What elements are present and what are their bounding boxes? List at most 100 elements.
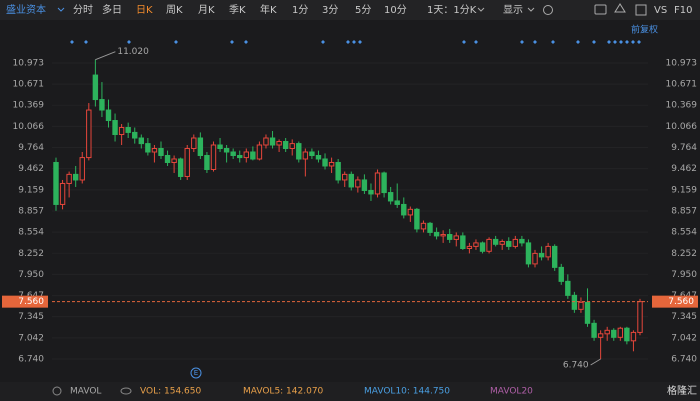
candle-body (545, 245, 551, 258)
candle-body (532, 252, 538, 265)
event-dot (637, 40, 641, 44)
candle-body (105, 109, 112, 122)
candle-body (558, 266, 564, 282)
candle-body (177, 158, 184, 177)
tab[interactable]: 3分 (322, 4, 338, 16)
event-dot (625, 40, 629, 44)
candle-body (368, 189, 374, 195)
candle-body (72, 173, 79, 181)
stock-name[interactable]: 盛业资本 (6, 3, 46, 16)
tab[interactable]: 季K (229, 4, 246, 16)
draw-icon[interactable] (614, 3, 626, 13)
camera-icon[interactable] (594, 4, 607, 15)
fullscreen-icon[interactable] (635, 4, 647, 16)
candle-body (191, 137, 197, 149)
y-tick-label: 7.950 (18, 270, 44, 280)
y-tick-label: 7.950 (671, 270, 697, 280)
candle-body (565, 280, 571, 296)
vs-button[interactable]: VS (654, 5, 667, 16)
candle-body (145, 143, 151, 153)
candle-body (538, 252, 545, 258)
tab[interactable]: 10分 (384, 4, 407, 16)
candle-body (210, 144, 217, 170)
indicator-name[interactable]: MAVOL (70, 387, 101, 397)
y-tick-label: 7.345 (671, 312, 697, 322)
dropdown-icon[interactable] (477, 7, 485, 12)
candle-body (591, 322, 597, 338)
y-tick-label: 9.764 (671, 143, 697, 153)
event-dot (230, 40, 234, 44)
watermark: 格隆汇 (667, 384, 697, 397)
event-dot (346, 40, 350, 44)
event-dot (352, 40, 356, 44)
candle-body (361, 179, 368, 191)
candle-body (296, 143, 302, 160)
candle-body (506, 241, 512, 247)
y-tick-label: 10.066 (666, 122, 698, 132)
candle-body (499, 241, 505, 245)
settings-icon[interactable] (543, 5, 553, 15)
candle-body (92, 74, 99, 101)
event-dot (462, 40, 466, 44)
dropdown-icon[interactable] (527, 7, 535, 12)
tab[interactable]: 多日 (102, 3, 122, 16)
candle-body (282, 141, 289, 149)
candle-body (460, 235, 466, 250)
tab[interactable]: 年K (260, 3, 277, 16)
candle-body (374, 172, 381, 195)
tab[interactable]: 分时 (73, 4, 93, 16)
mavol20-value: MAVOL20 (490, 387, 533, 397)
tab[interactable]: 1分 (292, 4, 308, 16)
candle-body (414, 208, 420, 230)
candle-body (597, 333, 604, 338)
display-button[interactable]: 显示 (503, 4, 523, 16)
event-dot (474, 40, 478, 44)
price-tag-label: 7.560 (668, 297, 694, 307)
candle-body (486, 238, 492, 252)
candle-body (479, 242, 486, 252)
candle-body (315, 154, 322, 160)
dropdown-icon[interactable] (57, 7, 65, 12)
settings-icon[interactable] (52, 386, 62, 396)
candle-body (355, 179, 361, 188)
y-tick-label: 10.973 (666, 58, 698, 68)
candle-body (420, 222, 427, 230)
candle-body (427, 222, 433, 233)
indicator-bar (0, 382, 700, 401)
candle-body (473, 242, 479, 247)
event-dot (321, 40, 325, 44)
y-tick-label: 10.671 (666, 80, 698, 90)
y-tick-label: 7.042 (671, 333, 697, 343)
candle-body (289, 143, 295, 149)
min-pointer (590, 358, 601, 366)
event-marker-label[interactable]: E (194, 369, 198, 377)
candle-body (302, 151, 309, 160)
event-marker[interactable] (190, 367, 202, 379)
tab[interactable]: 周K (166, 4, 183, 16)
candle-body (138, 137, 145, 145)
candle-body (342, 173, 348, 181)
tab[interactable]: 日K (136, 5, 153, 16)
candle-body (447, 234, 453, 240)
candle-body (309, 151, 315, 156)
eye-icon[interactable] (120, 387, 132, 395)
price-tag-label: 7.560 (18, 297, 44, 307)
f10-button[interactable]: F10 (674, 5, 692, 16)
y-tick-label: 9.159 (671, 185, 697, 195)
tab[interactable]: 月K (198, 4, 215, 16)
y-tick-label: 8.857 (671, 206, 697, 216)
candle-body (440, 234, 446, 237)
tab[interactable]: 5分 (355, 4, 371, 16)
candle-body (571, 294, 578, 310)
candle-body (223, 147, 230, 153)
candle-body (584, 301, 591, 324)
candle-body (525, 242, 532, 265)
candle-body (387, 192, 394, 202)
period-select[interactable]: 1天：1分K (427, 4, 477, 16)
candle-body (348, 173, 354, 188)
candle-body (237, 154, 243, 159)
candle-body (637, 301, 643, 333)
adjust-select[interactable]: 前复权 (631, 24, 658, 36)
